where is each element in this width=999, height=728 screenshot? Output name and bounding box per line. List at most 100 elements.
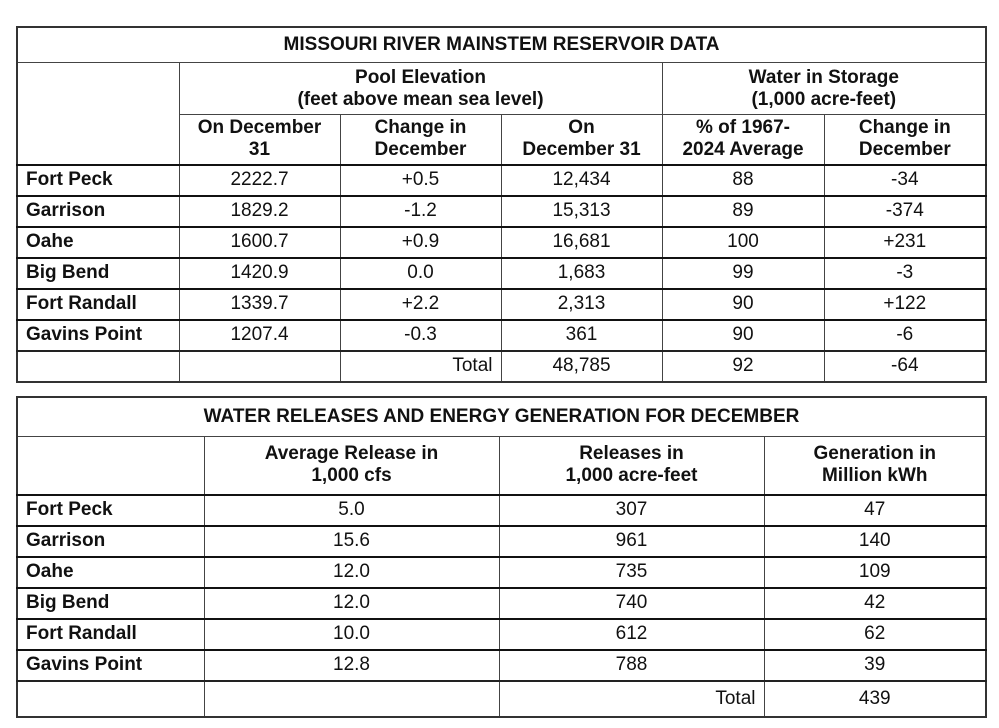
header-line: Water in Storage [748,66,899,88]
data-cell: +0.5 [339,163,502,196]
reservoir-name: Oahe [16,555,205,588]
data-cell: 15,313 [500,194,663,227]
column-header: Average Release in 1,000 cfs [203,436,500,495]
table-row: Fort Peck 5.0 307 47 [16,493,987,526]
header-line: On December [197,117,322,139]
table-row: Gavins Point 1207.4 -0.3 361 90 -6 [16,318,987,351]
data-cell: 12.0 [203,555,500,588]
data-cell: -34 [823,163,987,196]
header-line: Change in [374,117,467,139]
data-cell: 88 [661,163,825,196]
data-cell: 99 [661,256,825,289]
data-cell: -6 [823,318,987,351]
header-line: Million kWh [821,465,928,487]
data-cell: 90 [661,318,825,351]
data-cell: 1420.9 [178,256,341,289]
data-cell: 47 [763,493,987,526]
data-cell: 735 [498,555,765,588]
data-cell: 62 [763,617,987,650]
header-line: December 31 [522,139,641,161]
header-line: (feet above mean sea level) [297,88,544,110]
header-line: 1,000 acre-feet [565,465,698,487]
data-cell: 39 [763,648,987,681]
reservoir-name: Garrison [16,524,205,557]
header-line: December [858,139,951,161]
data-cell: 90 [661,287,825,320]
pool-elevation-header: Pool Elevation (feet above mean sea level… [178,62,663,115]
water-storage-header: Water in Storage (1,000 acre-feet) [661,62,987,115]
table-row: Big Bend 12.0 740 42 [16,586,987,619]
table-title: MISSOURI RIVER MAINSTEM RESERVOIR DATA [16,26,987,63]
column-header: Generation in Million kWh [763,436,987,495]
table-row: Gavins Point 12.8 788 39 [16,648,987,681]
column-header: On December 31 [500,114,663,165]
data-cell: 42 [763,586,987,619]
empty-header-cell [16,436,205,495]
column-header: Change in December [823,114,987,165]
reservoir-name: Fort Peck [16,163,180,196]
data-cell: -374 [823,194,987,227]
table-title: WATER RELEASES AND ENERGY GENERATION FOR… [16,396,987,437]
reservoir-data-table: MISSOURI RIVER MAINSTEM RESERVOIR DATA P… [16,26,988,383]
total-row: Total 48,785 92 -64 [16,349,987,382]
data-cell: +2.2 [339,287,502,320]
column-header: Releases in 1,000 acre-feet [498,436,765,495]
table-row: Oahe 12.0 735 109 [16,555,987,588]
data-cell: -3 [823,256,987,289]
data-cell: 788 [498,648,765,681]
data-cell: 1600.7 [178,225,341,258]
data-cell: 10.0 [203,617,500,650]
data-cell: 5.0 [203,493,500,526]
header-line: Generation in [813,443,936,465]
data-cell: 961 [498,524,765,557]
header-line: Change in [858,117,951,139]
data-cell: 2222.7 [178,163,341,196]
data-cell: 12.0 [203,586,500,619]
reservoir-name: Gavins Point [16,318,180,351]
reservoir-name: Fort Randall [16,287,180,320]
reservoir-name: Oahe [16,225,180,258]
total-label: Total [498,679,765,717]
table-row: Oahe 1600.7 +0.9 16,681 100 +231 [16,225,987,258]
reservoir-name: Fort Randall [16,617,205,650]
header-line: 31 [248,139,271,161]
total-generation: 439 [763,679,987,717]
empty-cell [16,349,180,382]
column-header: % of 1967- 2024 Average [661,114,825,165]
data-cell: 307 [498,493,765,526]
data-cell: +122 [823,287,987,320]
total-change: -64 [823,349,987,382]
table-row: Garrison 1829.2 -1.2 15,313 89 -374 [16,194,987,227]
reservoir-name: Big Bend [16,586,205,619]
data-cell: -1.2 [339,194,502,227]
data-cell: 12.8 [203,648,500,681]
data-cell: 1829.2 [178,194,341,227]
total-storage: 48,785 [500,349,663,382]
data-cell: 12,434 [500,163,663,196]
data-cell: 100 [661,225,825,258]
data-cell: 15.6 [203,524,500,557]
data-cell: 1,683 [500,256,663,289]
header-line: % of 1967- [696,117,790,139]
table-row: Fort Peck 2222.7 +0.5 12,434 88 -34 [16,163,987,196]
column-header: Change in December [339,114,502,165]
header-line: December [374,139,467,161]
data-cell: 1207.4 [178,318,341,351]
header-line: Pool Elevation [355,66,486,88]
table-row: Fort Randall 1339.7 +2.2 2,313 90 +122 [16,287,987,320]
total-percent: 92 [661,349,825,382]
total-label: Total [339,349,502,382]
data-cell: 109 [763,555,987,588]
header-line: 2024 Average [682,139,804,161]
data-cell: 0.0 [339,256,502,289]
data-cell: 89 [661,194,825,227]
releases-generation-table: WATER RELEASES AND ENERGY GENERATION FOR… [16,396,987,718]
data-cell: 612 [498,617,765,650]
empty-cell [16,679,205,717]
data-cell: +231 [823,225,987,258]
empty-cell [203,679,500,717]
data-cell: 16,681 [500,225,663,258]
table-row: Fort Randall 10.0 612 62 [16,617,987,650]
data-cell: 2,313 [500,287,663,320]
reservoir-name: Gavins Point [16,648,205,681]
